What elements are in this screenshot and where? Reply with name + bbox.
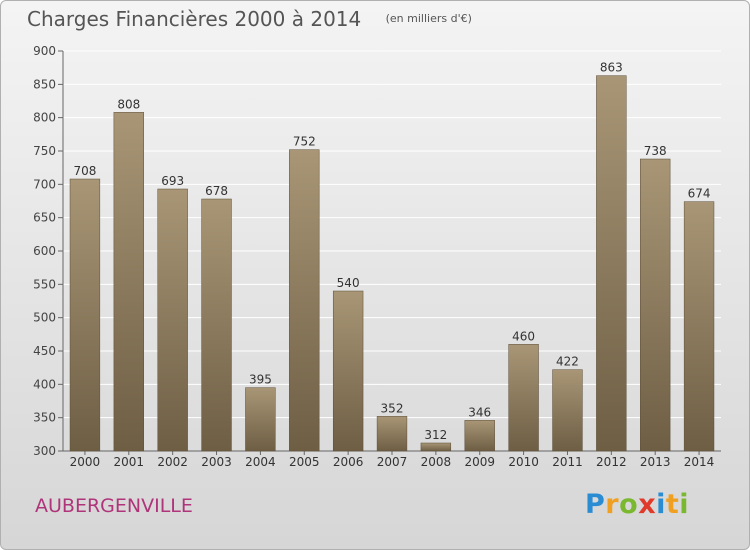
logo-letter: i xyxy=(679,489,690,520)
data-label: 708 xyxy=(73,164,96,178)
data-label: 678 xyxy=(205,184,228,198)
bar xyxy=(683,201,715,452)
data-label: 395 xyxy=(249,373,272,387)
chart-title-text: Charges Financières 2000 à 2014 xyxy=(27,7,362,31)
y-tick-label: 650 xyxy=(33,211,56,225)
bar xyxy=(376,416,408,452)
bar xyxy=(113,112,144,452)
y-tick-label: 500 xyxy=(33,311,56,325)
x-tick-label: 2014 xyxy=(684,455,715,469)
data-label: 422 xyxy=(556,355,579,369)
x-tick-label: 2003 xyxy=(201,455,232,469)
logo-letter: o xyxy=(619,489,639,520)
data-label: 752 xyxy=(293,135,316,149)
bar xyxy=(332,290,364,452)
x-tick-label: 2008 xyxy=(421,455,452,469)
bar xyxy=(508,344,539,452)
data-label: 346 xyxy=(468,405,491,419)
data-label: 693 xyxy=(161,174,184,188)
axes: 300 350 400 450 500 550 600 650 700 750 800 850 900 2… xyxy=(33,44,721,469)
y-tick-label: 800 xyxy=(33,111,56,125)
y-tick-label: 700 xyxy=(33,177,56,191)
x-tick-label: 2000 xyxy=(70,455,101,469)
logo-letter: r xyxy=(605,489,620,520)
x-tick-label: 2010 xyxy=(508,455,539,469)
logo-letter: i xyxy=(656,489,666,520)
x-tick-label: 2007 xyxy=(377,455,408,469)
bar xyxy=(289,149,320,452)
y-tick-label: 850 xyxy=(33,77,56,91)
x-tick-label: 2005 xyxy=(289,455,320,469)
data-label: 863 xyxy=(600,61,623,75)
x-tick-label: 2012 xyxy=(596,455,627,469)
x-tick-label: 2006 xyxy=(333,455,364,469)
bar xyxy=(596,75,627,452)
data-label: 312 xyxy=(424,428,447,442)
y-tick-label: 400 xyxy=(33,377,56,391)
data-label: 808 xyxy=(117,97,140,111)
data-label: 674 xyxy=(688,187,711,201)
data-label: 460 xyxy=(512,329,535,343)
logo-letter: P xyxy=(585,489,606,520)
x-tick-label: 2004 xyxy=(245,455,276,469)
bar xyxy=(69,178,101,452)
y-tick-label: 450 xyxy=(33,344,56,358)
y-tick-label: 300 xyxy=(33,444,56,458)
bar xyxy=(552,369,583,452)
x-tick-label: 2011 xyxy=(552,455,583,469)
bar xyxy=(420,442,452,452)
data-label: 540 xyxy=(337,276,360,290)
bars xyxy=(69,75,715,452)
y-tick-label: 900 xyxy=(33,44,56,58)
x-tick-label: 2002 xyxy=(157,455,188,469)
value-labels: 708 808 693 678 395 752 540 352 312 346 460 422 863 7… xyxy=(73,61,710,442)
x-tick-label: 2009 xyxy=(464,455,495,469)
bar xyxy=(640,158,671,452)
logo-letter: x xyxy=(638,489,657,520)
x-tick-label: 2001 xyxy=(114,455,145,469)
x-tick-label: 2013 xyxy=(640,455,671,469)
y-tick-label: 550 xyxy=(33,277,56,291)
commune-label: AUBERGENVILLE xyxy=(35,495,193,517)
data-label: 738 xyxy=(644,144,667,158)
chart-subtitle: (en milliers d'€) xyxy=(385,12,472,25)
bar xyxy=(245,387,276,452)
data-label: 352 xyxy=(381,401,404,415)
y-tick-label: 750 xyxy=(33,144,56,158)
chart-title: Charges Financières 2000 à 2014 (en mill… xyxy=(27,7,472,31)
bar xyxy=(201,198,232,452)
bar xyxy=(157,188,188,452)
proxiti-logo: Proxiti xyxy=(585,489,689,520)
y-tick-label: 600 xyxy=(33,244,56,258)
bar xyxy=(464,420,495,452)
logo-letter: t xyxy=(665,489,680,520)
y-tick-label: 350 xyxy=(33,411,56,425)
